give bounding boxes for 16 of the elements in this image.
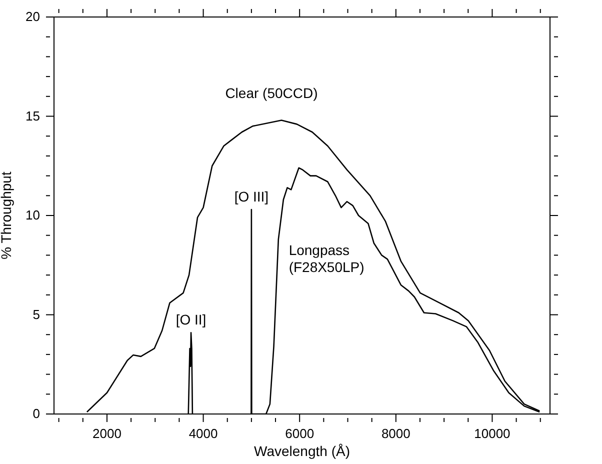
x-axis-title: Wavelength (Å) [254,443,350,459]
x-tick-label: 8000 [381,426,410,441]
annotation: [O III] [234,188,269,205]
y-axis-title: % Throughput [0,172,14,260]
text: Clear (50CCD) [225,85,318,102]
x-tick-label: 10000 [474,426,510,441]
y-tick-label: 20 [26,9,40,24]
x-tick-label: 6000 [285,426,314,441]
y-tick-label: 5 [32,306,40,322]
x-tick-label: 2000 [92,426,122,441]
y-tick-label: 10 [26,208,40,222]
y-tick-label: 0 [32,406,40,421]
y-tick-label: 15 [26,108,40,124]
annotation: [O II] [176,312,206,328]
series-label: Longpass (F28X50LP) [288,242,364,275]
x-tick-label: 4000 [188,426,218,441]
